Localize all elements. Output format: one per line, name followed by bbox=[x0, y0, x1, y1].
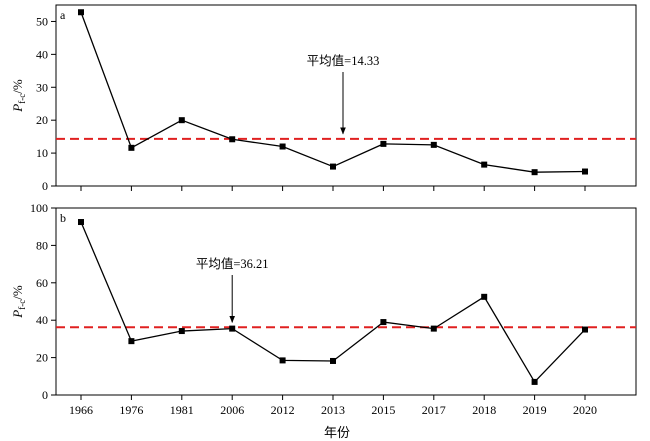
series-line bbox=[80, 12, 586, 173]
y-tick-label: 80 bbox=[36, 238, 48, 252]
data-point bbox=[582, 168, 588, 175]
series-line bbox=[80, 221, 586, 383]
x-axis: 1966 1976 1981 2006 2012 2013 2015 2017 2018 2019… bbox=[69, 403, 597, 417]
data-point bbox=[531, 378, 538, 385]
data-point bbox=[78, 9, 84, 16]
y-tick-label: 20 bbox=[36, 113, 48, 127]
data-point bbox=[178, 117, 185, 124]
data-point bbox=[481, 161, 488, 168]
x-tick-label: 1981 bbox=[170, 403, 194, 417]
x-tick-label: 2013 bbox=[321, 403, 345, 417]
data-point bbox=[380, 319, 387, 326]
data-point bbox=[78, 219, 84, 226]
panel-label: a bbox=[60, 8, 66, 22]
data-point bbox=[330, 163, 336, 170]
y-tick-label: 40 bbox=[36, 313, 48, 327]
data-point bbox=[430, 141, 437, 148]
x-tick-label: 2015 bbox=[371, 403, 395, 417]
y-tick-label: 30 bbox=[36, 80, 48, 94]
panel-a: 0 10 20 30 40 50 平均值=14.33 a bbox=[36, 4, 637, 193]
y-tick-label: 60 bbox=[36, 276, 48, 290]
x-tick-label: 2017 bbox=[422, 403, 446, 417]
mean-annotation: 平均值=14.33 bbox=[307, 53, 380, 68]
y-tick-label: 20 bbox=[36, 351, 48, 365]
data-point bbox=[128, 144, 135, 151]
y-axis-labels: Pf-c/% Pf-c/% bbox=[10, 79, 27, 319]
data-point bbox=[178, 328, 185, 335]
panel-label: b bbox=[60, 211, 66, 225]
x-tick-label: 2006 bbox=[220, 403, 244, 417]
data-point bbox=[430, 325, 437, 332]
x-tick-label: 2018 bbox=[472, 403, 496, 417]
mean-annotation: 平均值=36.21 bbox=[196, 256, 269, 271]
x-tick-label: 2019 bbox=[523, 403, 547, 417]
y-axis-label: Pf-c/% bbox=[10, 79, 27, 113]
data-point bbox=[330, 357, 336, 364]
y-tick-label: 0 bbox=[42, 388, 48, 402]
data-point bbox=[582, 326, 588, 333]
data-point bbox=[229, 136, 236, 143]
plot-frame bbox=[55, 207, 637, 396]
data-point bbox=[279, 143, 286, 150]
x-tick-label: 1976 bbox=[119, 403, 143, 417]
y-tick-label: 100 bbox=[30, 201, 48, 215]
x-axis-label: 年份 bbox=[324, 426, 350, 441]
data-point bbox=[531, 169, 538, 176]
data-point bbox=[380, 140, 387, 147]
y-tick-label: 50 bbox=[36, 14, 48, 28]
y-axis-label: Pf-c/% bbox=[10, 285, 27, 319]
y-tick-label: 10 bbox=[36, 146, 48, 160]
x-tick-label: 2012 bbox=[271, 403, 295, 417]
data-point bbox=[229, 325, 236, 332]
panel-b: 0 20 40 60 80 100 平均值=36.21 b bbox=[30, 201, 637, 402]
data-point bbox=[128, 338, 135, 345]
x-tick-label: 1966 bbox=[69, 403, 93, 417]
y-tick-label: 0 bbox=[42, 179, 48, 193]
data-point bbox=[279, 357, 286, 364]
data-point bbox=[481, 293, 488, 300]
x-tick-label: 2020 bbox=[573, 403, 597, 417]
plot-frame bbox=[55, 4, 637, 187]
y-tick-label: 40 bbox=[36, 47, 48, 61]
